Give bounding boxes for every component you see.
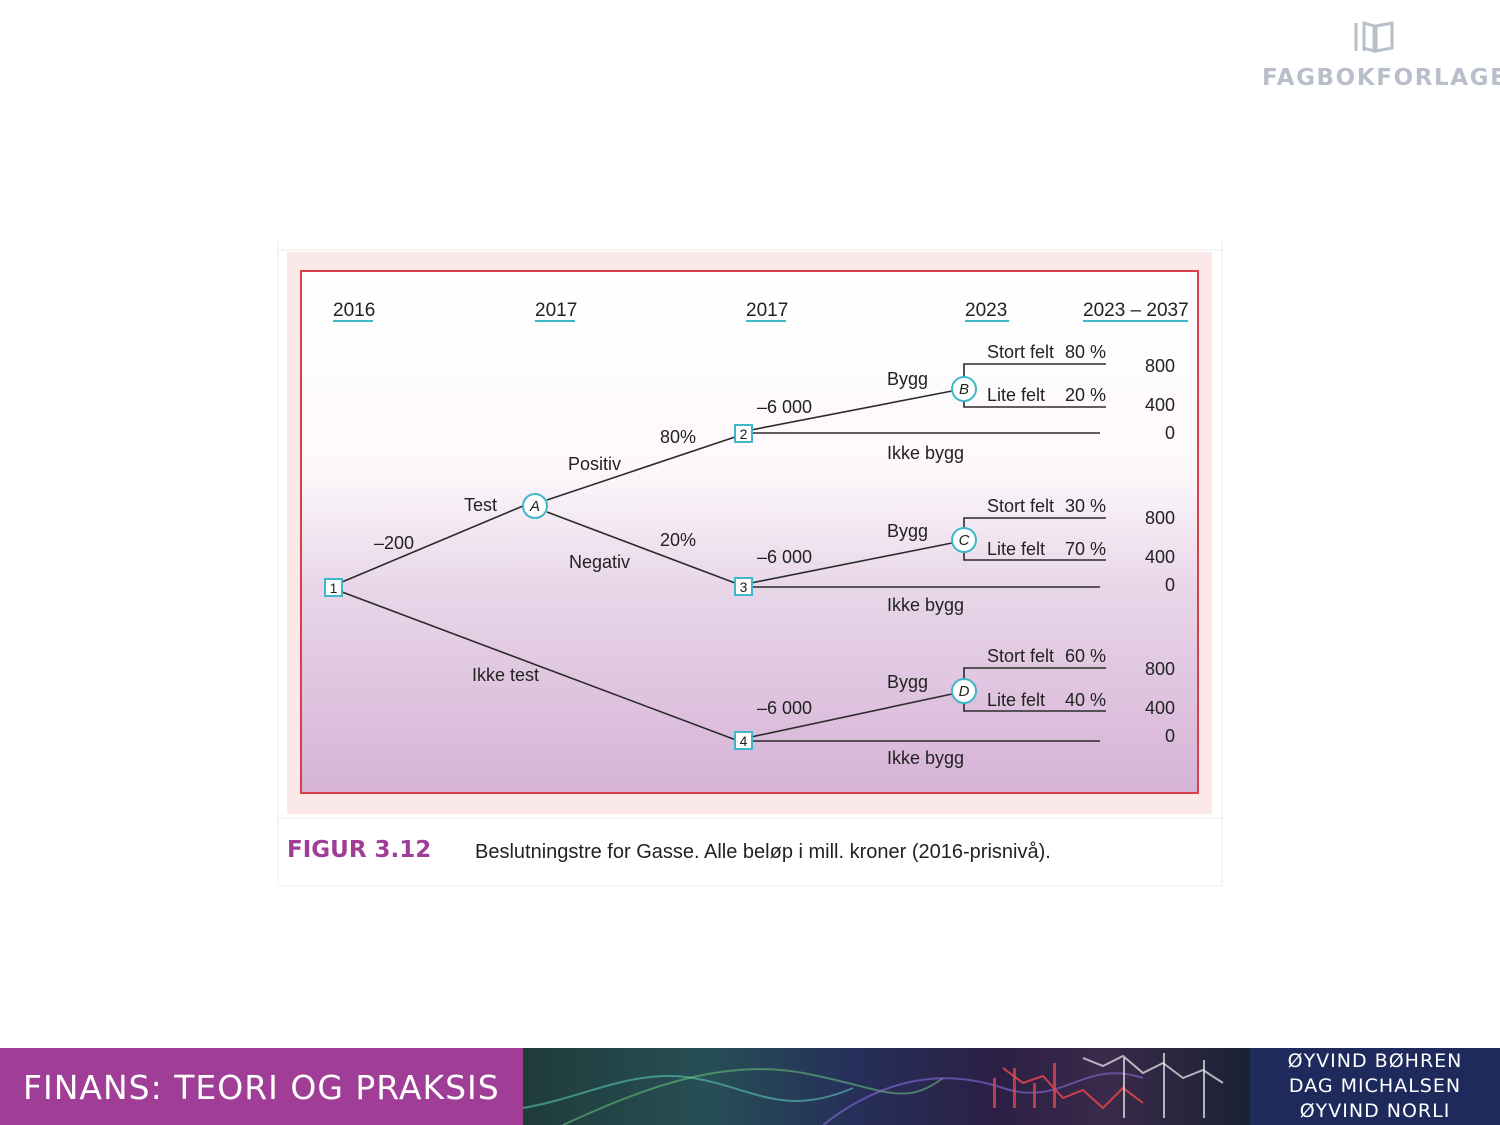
year-header: 2017 [746,300,788,321]
small-field-label: Lite felt [987,690,1045,710]
subtree-positive: –6 000 Bygg Ikke bygg Stort felt 80 % Li… [757,342,1175,463]
small-field-prob: 40 % [1065,690,1106,710]
payoff-value: 0 [1165,575,1175,595]
author-name: DAG MICHALSEN [1288,1075,1462,1097]
main-branch-labels: –200 Test Ikke test Positiv 80% Negativ … [374,427,696,685]
decision-node: 2 [734,424,753,443]
chance-node: C [951,527,977,553]
decision-nodes: 1 2 3 4 [324,424,753,750]
decision-node: 1 [324,578,343,597]
year-header: 2017 [535,300,577,321]
tree-branches [341,363,1106,742]
year-header: 2016 [333,300,375,321]
figure-caption-label: FIGUR 3.12 [287,837,431,863]
chance-node: B [951,376,977,402]
chance-node: A [522,493,548,519]
investment-label: –6 000 [757,547,812,567]
author-name: ØYVIND NORLI [1299,1100,1451,1122]
publisher-name: FAGBOKFORLAGET [1262,65,1500,91]
negative-label: Negativ [569,552,630,572]
figure-caption-text: Beslutningstre for Gasse. Alle beløp i m… [475,841,1051,863]
small-field-label: Lite felt [987,539,1045,559]
investment-label: –6 000 [757,397,812,417]
positive-label: Positiv [568,454,621,474]
large-field-label: Stort felt [987,496,1054,516]
payoff-value: 800 [1145,659,1175,679]
small-field-prob: 70 % [1065,539,1106,559]
payoff-value: 400 [1145,395,1175,415]
large-field-label: Stort felt [987,342,1054,362]
subtree-no-test: –6 000 Bygg Ikke bygg Stort felt 60 % Li… [757,646,1175,768]
payoff-value: 400 [1145,698,1175,718]
decision-node-label: 4 [740,733,748,749]
negative-prob-label: 20% [660,530,696,550]
book-title: FINANS: TEORI OG PRAKSIS [23,1068,500,1107]
footer-decorative-image [523,1048,1250,1125]
no-test-label: Ikke test [472,665,539,685]
positive-prob-label: 80% [660,427,696,447]
no-build-label: Ikke bygg [887,443,964,463]
decision-node-label: 2 [740,426,748,442]
decision-node-label: 3 [740,579,748,595]
small-field-label: Lite felt [987,385,1045,405]
no-build-label: Ikke bygg [887,595,964,615]
chance-node: D [951,678,977,704]
footer-bar: FINANS: TEORI OG PRAKSIS [0,1048,1500,1125]
test-cost-label: –200 [374,533,414,553]
footer-title-box: FINANS: TEORI OG PRAKSIS [0,1048,523,1125]
investment-label: –6 000 [757,698,812,718]
no-build-label: Ikke bygg [887,748,964,768]
build-label: Bygg [887,672,928,692]
payoff-value: 400 [1145,547,1175,567]
payoff-value: 0 [1165,423,1175,443]
large-field-prob: 60 % [1065,646,1106,666]
payoff-value: 0 [1165,726,1175,746]
build-label: Bygg [887,521,928,541]
decision-node: 4 [734,731,753,750]
background-grid [277,240,1223,887]
test-label: Test [464,495,497,515]
year-headers: 2016 2017 2017 2023 2023 – 2037 [333,300,1189,321]
large-field-prob: 80 % [1065,342,1106,362]
book-icon [1354,20,1394,54]
year-header: 2023 – 2037 [1083,300,1189,321]
year-header: 2023 [965,300,1007,321]
large-field-label: Stort felt [987,646,1054,666]
chance-node-label: B [959,381,969,398]
payoff-value: 800 [1145,508,1175,528]
subtree-negative: –6 000 Bygg Ikke bygg Stort felt 30 % Li… [757,496,1175,615]
payoff-value: 800 [1145,356,1175,376]
chance-nodes: A B C D [522,376,977,704]
author-list: ØYVIND BØHREN DAG MICHALSEN ØYVIND NORLI [1250,1048,1500,1125]
chance-node-label: A [529,498,540,515]
publisher-logo: FAGBOKFORLAGET [1262,20,1500,91]
figure-frame [300,270,1199,794]
financial-chart-graphic [523,1053,1224,1125]
author-name: ØYVIND BØHREN [1287,1050,1463,1072]
large-field-prob: 30 % [1065,496,1106,516]
small-field-prob: 20 % [1065,385,1106,405]
decision-node: 3 [734,577,753,596]
chance-node-label: D [959,683,970,700]
build-label: Bygg [887,369,928,389]
decision-node-label: 1 [330,580,338,596]
chance-node-label: C [959,532,970,549]
